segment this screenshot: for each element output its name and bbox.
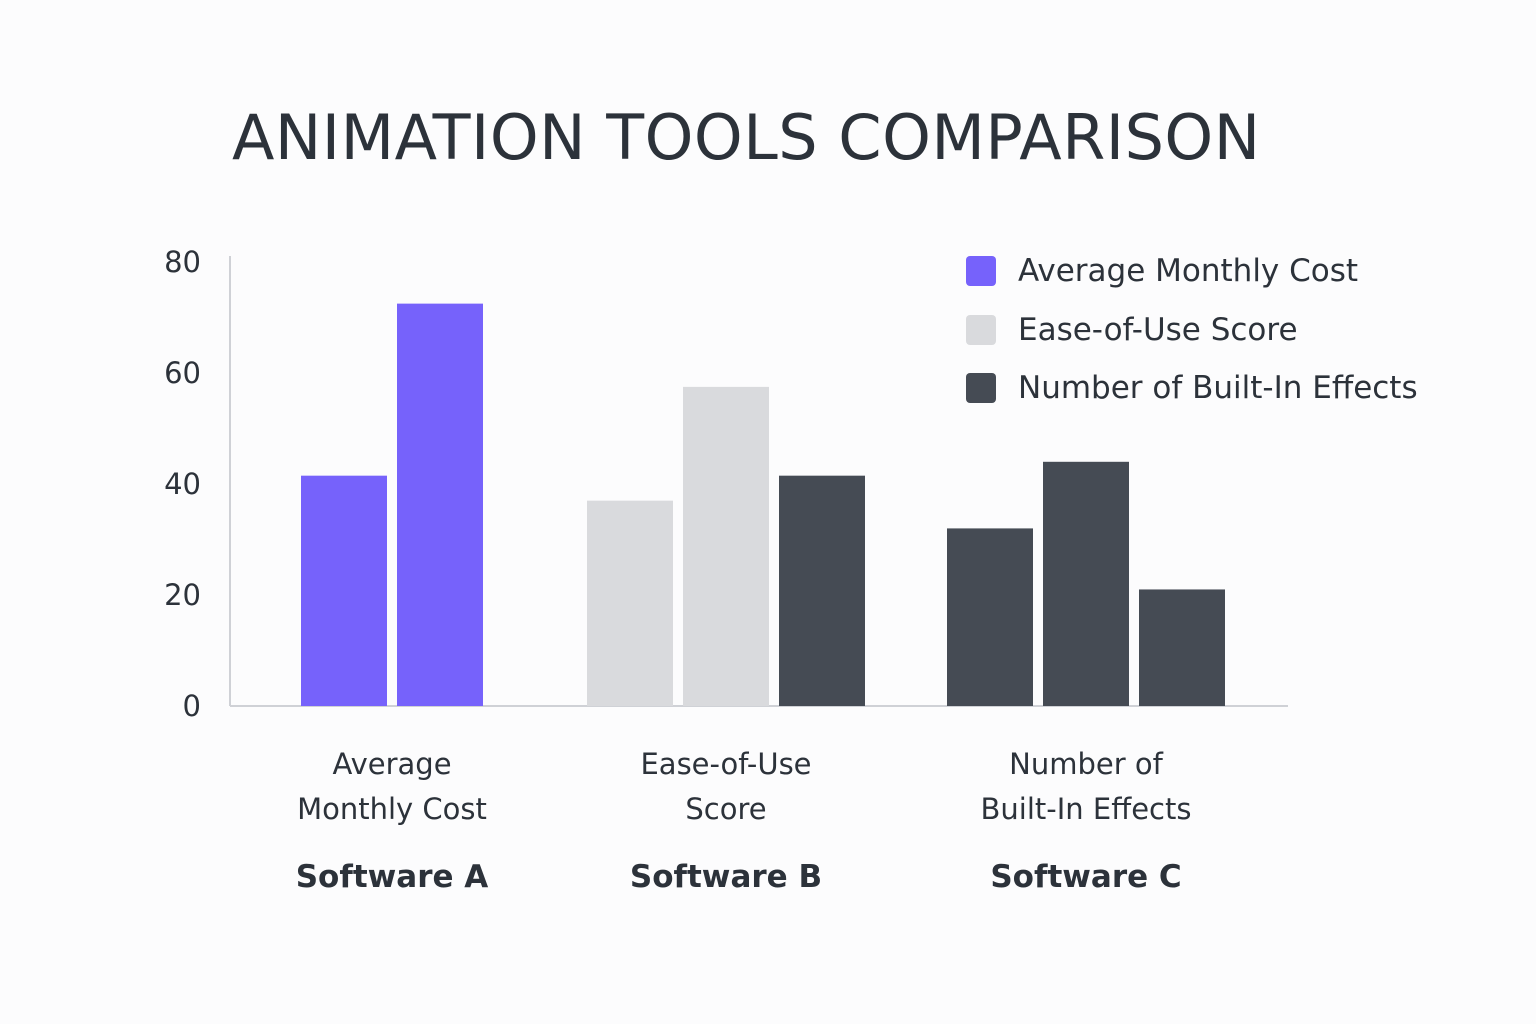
bar [301,475,387,706]
y-tick-label: 40 [164,467,201,501]
x-group-label: Software A [296,859,489,895]
legend-label: Ease-of-Use Score [1018,311,1298,348]
x-group-label: Software C [990,859,1181,895]
y-tick-label: 80 [164,245,201,279]
bar [779,475,865,706]
legend-item-average-monthly-cost: Average Monthly Cost [966,242,1418,301]
legend-item-ease-of-use-score: Ease-of-Use Score [966,301,1418,360]
x-category-label: Score [685,792,766,826]
legend-item-number-of-built-in-effects: Number of Built-In Effects [966,359,1418,418]
bar [1139,589,1225,706]
legend-swatch [966,373,996,404]
y-tick-label: 20 [164,578,201,612]
legend-label: Average Monthly Cost [1018,253,1359,290]
legend-swatch [966,314,996,345]
bar [587,500,673,706]
legend: Average Monthly Cost Ease-of-Use Score N… [966,242,1418,418]
legend-swatch [966,256,996,287]
y-tick-label: 0 [183,689,201,723]
bar [947,528,1033,706]
legend-label: Number of Built-In Effects [1018,370,1418,407]
bar [397,303,483,706]
x-category-label: Number of [1009,747,1163,781]
y-tick-label: 60 [164,356,201,390]
chart-title: ANIMATION TOOLS COMPARISON [232,101,1261,174]
bar [1043,461,1129,706]
bar [683,386,769,706]
x-category-label: Average [332,747,451,781]
x-category-label: Ease-of-Use [640,747,811,781]
x-category-label: Monthly Cost [297,792,487,826]
x-group-label: Software B [630,859,822,895]
x-category-label: Built-In Effects [981,792,1192,826]
